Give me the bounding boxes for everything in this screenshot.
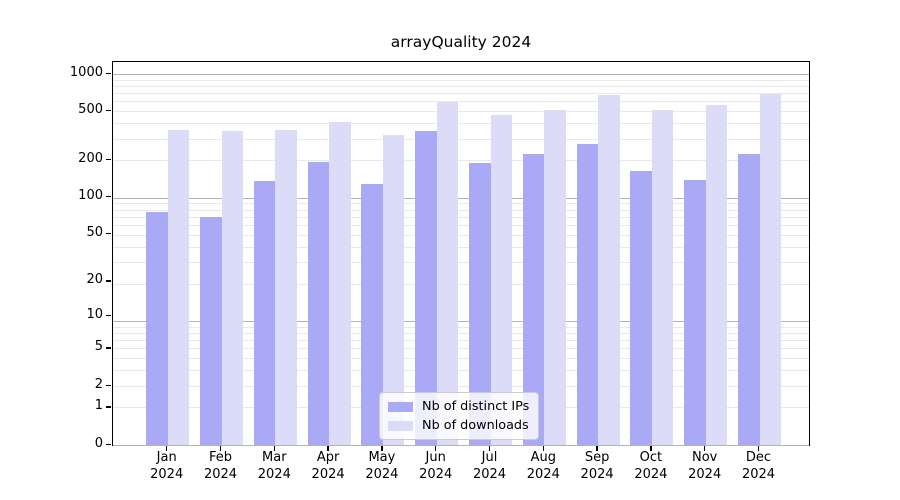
bar-distinct-ips-apr	[308, 162, 330, 445]
y-tick-mark	[106, 196, 111, 197]
bar-distinct-ips-mar	[254, 181, 276, 445]
x-tick-label: Mar2024	[246, 450, 302, 483]
bar-distinct-ips-feb	[200, 217, 222, 445]
x-tick-label: Feb2024	[193, 450, 249, 483]
bar-downloads-nov	[706, 105, 728, 445]
x-tick-label: Sep2024	[569, 450, 625, 483]
y-tick-mark	[106, 385, 111, 386]
x-tick-label: Jan2024	[139, 450, 195, 483]
y-tick-label: 500	[0, 102, 103, 118]
bar-downloads-dec	[760, 94, 782, 445]
bar-distinct-ips-jan	[146, 212, 168, 445]
y-tick-mark	[106, 315, 111, 316]
legend-swatch-distinct-ips	[388, 402, 413, 412]
x-tick-label: Dec2024	[731, 450, 787, 483]
bar-distinct-ips-nov	[684, 180, 706, 445]
y-tick-label: 50	[0, 225, 103, 241]
bar-downloads-apr	[329, 122, 351, 445]
x-tick-label: Apr2024	[300, 450, 356, 483]
x-tick-label: May2024	[354, 450, 410, 483]
legend-item-downloads: Nb of downloads	[388, 418, 529, 433]
y-tick-label: 2	[0, 377, 103, 393]
x-tick-label: Aug2024	[515, 450, 571, 483]
y-tick-label: 1	[0, 398, 103, 414]
legend-swatch-downloads	[388, 421, 413, 431]
bars-layer	[113, 62, 809, 445]
chart-title: arrayQuality 2024	[112, 33, 810, 51]
y-tick-mark	[106, 280, 111, 281]
y-tick-mark	[106, 233, 111, 234]
y-tick-label: 20	[0, 272, 103, 288]
legend-item-distinct-ips: Nb of distinct IPs	[388, 399, 529, 414]
legend: Nb of distinct IPs Nb of downloads	[379, 392, 539, 440]
y-tick-mark	[106, 347, 111, 348]
bar-downloads-mar	[275, 130, 297, 445]
bar-distinct-ips-dec	[738, 154, 760, 446]
y-tick-mark	[106, 159, 111, 160]
bar-downloads-jan	[168, 130, 190, 445]
y-tick-mark	[106, 406, 111, 407]
figure: arrayQuality 2024 Nb of distinct IPs Nb …	[0, 0, 900, 500]
y-tick-mark	[106, 110, 111, 111]
bar-downloads-oct	[652, 110, 674, 445]
x-tick-label: Jul2024	[462, 450, 518, 483]
y-tick-mark	[106, 73, 111, 74]
x-tick-label: Oct2024	[623, 450, 679, 483]
y-tick-label: 100	[0, 188, 103, 204]
y-tick-label: 200	[0, 151, 103, 167]
bar-distinct-ips-sep	[577, 144, 599, 445]
y-tick-label: 10	[0, 307, 103, 323]
bar-downloads-feb	[222, 131, 244, 445]
bar-distinct-ips-oct	[630, 171, 652, 445]
y-tick-mark	[106, 444, 111, 445]
x-tick-label: Nov2024	[677, 450, 733, 483]
y-tick-label: 0	[0, 436, 103, 452]
y-tick-label: 5	[0, 339, 103, 355]
bar-downloads-aug	[544, 110, 566, 445]
plot-area: Nb of distinct IPs Nb of downloads	[112, 61, 810, 446]
legend-label-distinct-ips: Nb of distinct IPs	[422, 399, 529, 414]
x-tick-label: Jun2024	[408, 450, 464, 483]
y-tick-label: 1000	[0, 65, 103, 81]
bar-downloads-sep	[598, 95, 620, 445]
legend-label-downloads: Nb of downloads	[422, 418, 529, 433]
